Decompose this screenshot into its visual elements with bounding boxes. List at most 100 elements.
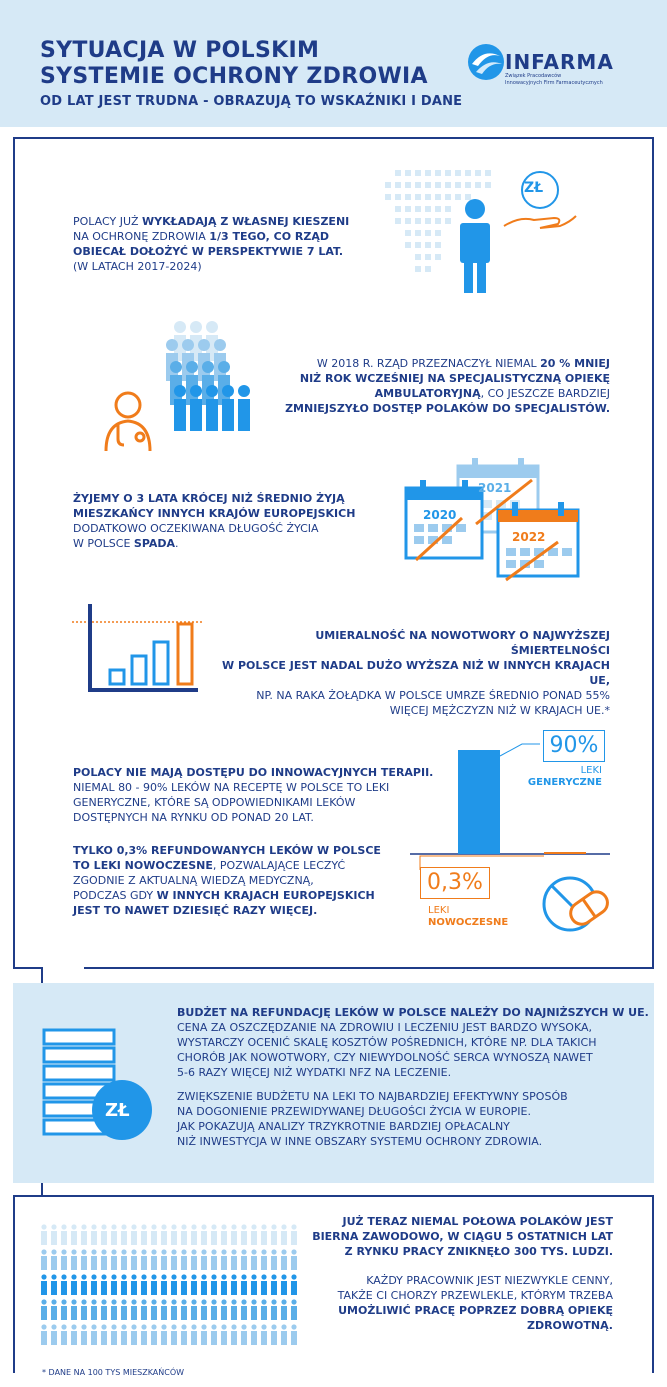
- s2-l3a: AMBULATORYJNĄ: [374, 387, 481, 400]
- person-icon: [221, 1274, 227, 1295]
- s4-l3: NP. NA RAKA ŻOŁĄDKA W POLSCE UMRZE ŚREDN…: [256, 689, 610, 702]
- s6-l3: Z RYNKU PRACY ZNIKNĘŁO 300 TYS. LUDZI.: [344, 1245, 613, 1258]
- person-icon: [91, 1249, 97, 1270]
- page-title-line1: SYTUACJA W POLSKIM: [40, 38, 320, 63]
- person-icon: [171, 1274, 177, 1295]
- person-icon: [51, 1224, 57, 1245]
- person-icon: [231, 1249, 237, 1270]
- person-icon: [191, 1224, 197, 1245]
- header-band: [0, 0, 667, 127]
- section5-para1: POLACY NIE MAJĄ DOSTĘPU DO INNOWACYJNYCH…: [73, 765, 433, 825]
- page-subtitle: OD LAT JEST TRUDNA - OBRAZUJĄ TO WSKAŹNI…: [40, 94, 463, 109]
- person-icon: [41, 1324, 47, 1345]
- s4-l2: W POLSCE JEST NADAL DUŻO WYŻSZA NIŻ W IN…: [222, 659, 610, 687]
- s2-l1a: W 2018 R. RZĄD PRZEZNACZYŁ NIEMAL: [316, 357, 541, 370]
- person-icon: [71, 1249, 77, 1270]
- person-icon: [61, 1224, 67, 1245]
- person-icon: [271, 1324, 277, 1345]
- person-icon: [251, 1249, 257, 1270]
- person-icon: [201, 1324, 207, 1345]
- person-icon: [61, 1324, 67, 1345]
- s6-l6: UMOŻLIWIĆ PRACĘ POPRZEZ DOBRĄ OPIEKĘ: [338, 1304, 613, 1317]
- s1-l4: (W LATACH 2017-2024): [73, 260, 202, 273]
- s5-p2-l1: TYLKO 0,3% REFUNDOWANYCH LEKÓW W POLSCE: [73, 844, 381, 857]
- person-icon: [241, 1224, 247, 1245]
- person-icon: [101, 1299, 107, 1320]
- logo-wordmark: INFARMA: [505, 50, 614, 74]
- person-icon: [181, 1274, 187, 1295]
- person-icon: [251, 1299, 257, 1320]
- person-icon: [151, 1249, 157, 1270]
- bottom-frame: [13, 1195, 654, 1373]
- pills-icon: [542, 876, 609, 932]
- person-icon: [211, 1299, 217, 1320]
- s5-p1-l1: POLACY NIE MAJĄ DOSTĘPU DO INNOWACYJNYCH…: [73, 766, 434, 779]
- s5-p1-l2: NIEMAL 80 - 90% LEKÓW NA RECEPTĘ W POLSC…: [73, 781, 390, 794]
- person-icon: [81, 1299, 87, 1320]
- person-icon: [61, 1249, 67, 1270]
- person-icon: [181, 1224, 187, 1245]
- modern-pct-box: 0,3%: [420, 867, 490, 899]
- person-icon: [41, 1274, 47, 1295]
- person-icon: [51, 1324, 57, 1345]
- person-icon: [221, 1249, 227, 1270]
- s5-p2-l5: JEST TO NAWET DZIESIĘĆ RAZY WIĘCEJ.: [73, 904, 318, 917]
- person-icon: [71, 1274, 77, 1295]
- person-icon: [191, 1249, 197, 1270]
- person-icon: [291, 1274, 297, 1295]
- year-2022: 2022: [512, 530, 546, 544]
- s6-l2: BIERNA ZAWODOWO, W CIĄGU 5 OSTATNICH LAT: [312, 1230, 613, 1243]
- person-icon: [91, 1224, 97, 1245]
- person-icon: [201, 1299, 207, 1320]
- frame-connector: [41, 1183, 43, 1195]
- person-icon: [241, 1274, 247, 1295]
- calendar-2020-icon: [404, 480, 484, 562]
- person-icon: [111, 1299, 117, 1320]
- s4-l1: UMIERALNOŚĆ NA NOWOTWORY O NAJWYŻSZEJ ŚM…: [315, 629, 610, 657]
- person-icon: [181, 1299, 187, 1320]
- person-icon: [151, 1224, 157, 1245]
- calendars-icon: [404, 458, 580, 582]
- person-icon: [81, 1249, 87, 1270]
- s4-l4: WIĘCEJ MĘŻCZYZN NIŻ W KRAJACH UE.*: [389, 704, 610, 717]
- person-icon: [41, 1224, 47, 1245]
- person-icon: [121, 1249, 127, 1270]
- generic-pct: 90%: [549, 733, 599, 758]
- person-icon: [111, 1224, 117, 1245]
- person-icon: [191, 1324, 197, 1345]
- person-icon: [81, 1224, 87, 1245]
- modern-leader-line: [419, 855, 544, 870]
- person-icon: [141, 1324, 147, 1345]
- person-icon: [251, 1324, 257, 1345]
- person-icon: [51, 1249, 57, 1270]
- person-icon: [151, 1274, 157, 1295]
- person-icon: [121, 1224, 127, 1245]
- person-icon: [191, 1274, 197, 1295]
- person-icon: [71, 1324, 77, 1345]
- pixel-map-decoration: [385, 170, 491, 272]
- person-icon: [161, 1224, 167, 1245]
- person-icon: [141, 1224, 147, 1245]
- person-icon: [281, 1274, 287, 1295]
- budget-l7: NA DOGONIENIE PRZEWIDYWANEJ DŁUGOŚCI ŻYC…: [177, 1105, 531, 1118]
- coin-label: ZŁ: [524, 180, 544, 196]
- person-icon: [291, 1224, 297, 1245]
- s5-p2-l4b: W INNYCH KRAJACH EUROPEJSKICH: [156, 889, 375, 902]
- person-icon: [251, 1274, 257, 1295]
- person-icon: [221, 1324, 227, 1345]
- person-icon: [211, 1274, 217, 1295]
- person-icon: [281, 1299, 287, 1320]
- budget-l2: CENA ZA OSZCZĘDZANIE NA ZDROWIU I LECZEN…: [177, 1021, 593, 1034]
- person-icon: [231, 1274, 237, 1295]
- person-icon: [281, 1249, 287, 1270]
- coin-hand-icon: [503, 171, 577, 229]
- person-icon: [181, 1324, 187, 1345]
- person-icon: [41, 1249, 47, 1270]
- person-icon: [111, 1274, 117, 1295]
- person-icon: [251, 1224, 257, 1245]
- person-icon: [91, 1324, 97, 1345]
- person-icon: [141, 1299, 147, 1320]
- person-icon: [271, 1249, 277, 1270]
- year-2020: 2020: [423, 508, 457, 522]
- budget-l5: 5-6 RAZY WIĘCEJ NIŻ WYDATKI NFZ NA LECZE…: [177, 1066, 452, 1079]
